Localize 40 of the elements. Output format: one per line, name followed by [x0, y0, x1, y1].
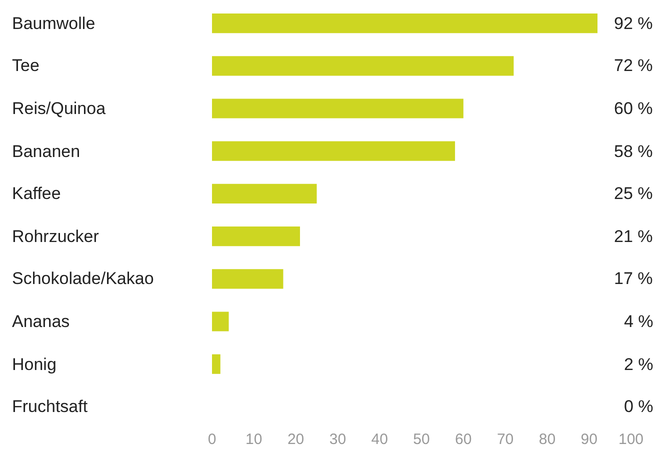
x-tick-label: 60 [455, 431, 472, 448]
bar [212, 184, 317, 204]
bar [212, 141, 456, 161]
data-label: 72 % [614, 56, 653, 75]
x-tick-label: 80 [538, 431, 556, 448]
bar [212, 226, 300, 246]
y-tick-label: Baumwolle [12, 14, 96, 33]
data-label: 21 % [614, 227, 653, 246]
bar [212, 14, 598, 34]
y-tick-label: Kaffee [12, 184, 61, 203]
bar [212, 312, 229, 332]
data-label: 92 % [614, 14, 653, 33]
data-label: 2 % [624, 355, 654, 374]
y-tick-label: Schokolade/Kakao [12, 269, 154, 288]
y-tick-label: Honig [12, 355, 56, 374]
bar [212, 56, 514, 76]
x-tick-label: 90 [580, 431, 598, 448]
data-label: 0 % [624, 397, 654, 416]
y-tick-label: Fruchtsaft [12, 397, 88, 416]
data-label: 58 % [614, 142, 653, 161]
data-label: 4 % [624, 312, 654, 331]
bar [212, 269, 284, 289]
x-tick-label: 10 [246, 431, 262, 448]
data-label: 25 % [614, 184, 653, 203]
bar [212, 98, 464, 118]
x-tick-label: 40 [371, 431, 388, 448]
bar [212, 354, 220, 374]
data-label: 60 % [614, 99, 653, 118]
y-tick-label: Ananas [12, 312, 70, 331]
x-tick-label: 50 [413, 431, 430, 448]
x-tick-label: 100 [618, 431, 644, 448]
x-tick-label: 70 [496, 431, 514, 448]
x-tick-label: 0 [208, 431, 216, 448]
x-tick-label: 30 [329, 431, 346, 448]
y-tick-label: Rohrzucker [12, 227, 100, 246]
data-label: 17 % [614, 269, 653, 288]
y-tick-label: Tee [12, 56, 40, 75]
x-tick-label: 20 [287, 431, 304, 448]
y-tick-label: Reis/Quinoa [12, 99, 106, 118]
y-tick-label: Bananen [12, 142, 80, 161]
